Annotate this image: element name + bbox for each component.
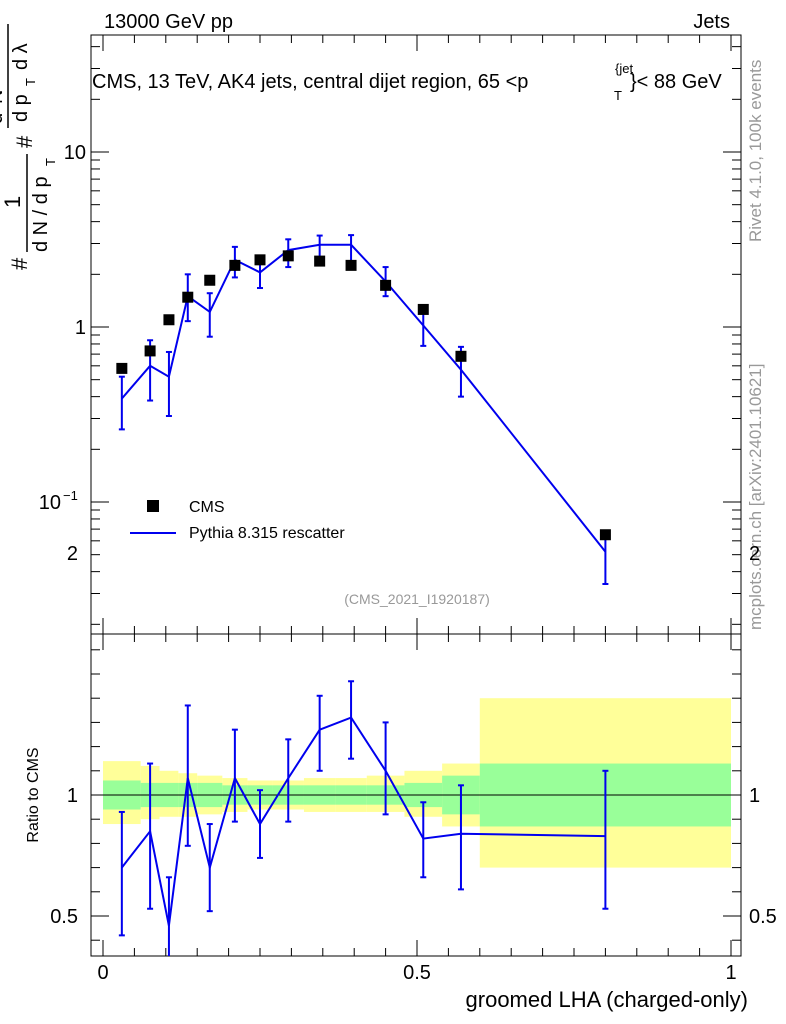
plot-title: CMS, 13 TeV, AK4 jets, central dijet reg… xyxy=(92,71,528,93)
plot-title-end: }< 88 GeV xyxy=(630,71,722,93)
ylabel-one: 1 xyxy=(0,196,25,208)
rivet-version-label: Rivet 4.1.0, 100k events xyxy=(746,60,765,242)
y-tick-label: 1 xyxy=(75,317,86,339)
mcplots-reference-label: mcplots.cern.ch [arXiv:2401.10621] xyxy=(746,364,765,630)
plot-title-superscript: {jet xyxy=(615,61,633,76)
ylabel-dlambda: d λ xyxy=(10,43,32,70)
cms-data-point xyxy=(455,350,467,362)
ratio-y-tick-label-right: 2 xyxy=(749,543,760,565)
cms-data-point xyxy=(116,362,128,374)
cms-data-point xyxy=(144,345,156,357)
x-tick-label: 0 xyxy=(97,962,108,984)
cms-data-point xyxy=(229,259,241,271)
ratio-y-tick-label-left: 1 xyxy=(67,785,78,807)
ylabel-n: N xyxy=(0,90,7,104)
ratio-y-tick-label-right: 1 xyxy=(749,785,760,807)
ylabel-d2: d xyxy=(0,113,7,124)
cms-data-point xyxy=(314,255,326,267)
ylabel-hash-1: # xyxy=(7,257,32,270)
legend: CMS Pythia 8.315 rescatter xyxy=(130,499,345,542)
ratio-plot-series xyxy=(118,680,609,956)
ratio-y-axis-label: Ratio to CMS xyxy=(25,747,42,842)
cms-data-point xyxy=(204,274,216,286)
x-axis-label: groomed LHA (charged-only) xyxy=(466,987,748,1012)
header-right-label: Jets xyxy=(693,11,730,33)
x-tick-label: 1 xyxy=(725,962,736,984)
ylabel-dn-dpt: d N / d p xyxy=(30,176,52,252)
ratio-plot-tick-labels: 0.5 0.5 1 1 2 2 0 0.5 1 xyxy=(50,543,777,984)
ylabel-t-sub-1: T xyxy=(43,158,58,166)
ylabel-hash-2: # xyxy=(12,135,37,148)
y-tick-label-exponent: −1 xyxy=(63,488,78,503)
ratio-y-tick-label-left: 2 xyxy=(67,543,78,565)
cms-data-point xyxy=(380,279,392,291)
header-left-label: 13000 GeV pp xyxy=(104,11,233,33)
main-y-axis-label: # 1 d N / d p T # d 2 N d p T d λ xyxy=(0,24,58,270)
y-tick-label: 10 xyxy=(39,492,61,514)
main-plot-frame xyxy=(90,34,742,635)
ratio-y-tick-label-right: 0.5 xyxy=(749,906,777,928)
cms-data-point xyxy=(282,250,294,262)
cms-data-point xyxy=(599,529,611,541)
ylabel-dpt: d p xyxy=(10,94,32,122)
ratio-plot-ticks xyxy=(91,634,741,956)
ylabel-t-sub-2: T xyxy=(23,78,38,86)
legend-label-pythia: Pythia 8.315 rescatter xyxy=(189,525,345,542)
main-plot-series xyxy=(116,234,611,585)
x-tick-label: 0.5 xyxy=(403,962,431,984)
ratio-y-tick-label-left: 0.5 xyxy=(50,906,78,928)
ratio-series-line xyxy=(121,716,606,926)
cms-data-point xyxy=(163,314,175,326)
legend-label-cms: CMS xyxy=(189,499,225,516)
legend-marker-cms xyxy=(147,500,159,512)
pythia-series-line xyxy=(121,243,607,553)
ratio-plot-panel: 0.5 0.5 1 1 2 2 0 0.5 1 Ratio to CMS groomed LHA… xyxy=(25,543,777,1012)
y-tick-label: 10 xyxy=(64,142,86,164)
cms-data-point xyxy=(182,291,194,303)
main-plot-ticks xyxy=(91,35,741,634)
cms-data-point xyxy=(417,303,429,315)
plot-title-subscript: T xyxy=(614,88,622,103)
cms-data-point xyxy=(345,259,357,271)
analysis-id-label: (CMS_2021_I1920187) xyxy=(344,591,490,607)
cms-data-point xyxy=(254,254,266,266)
